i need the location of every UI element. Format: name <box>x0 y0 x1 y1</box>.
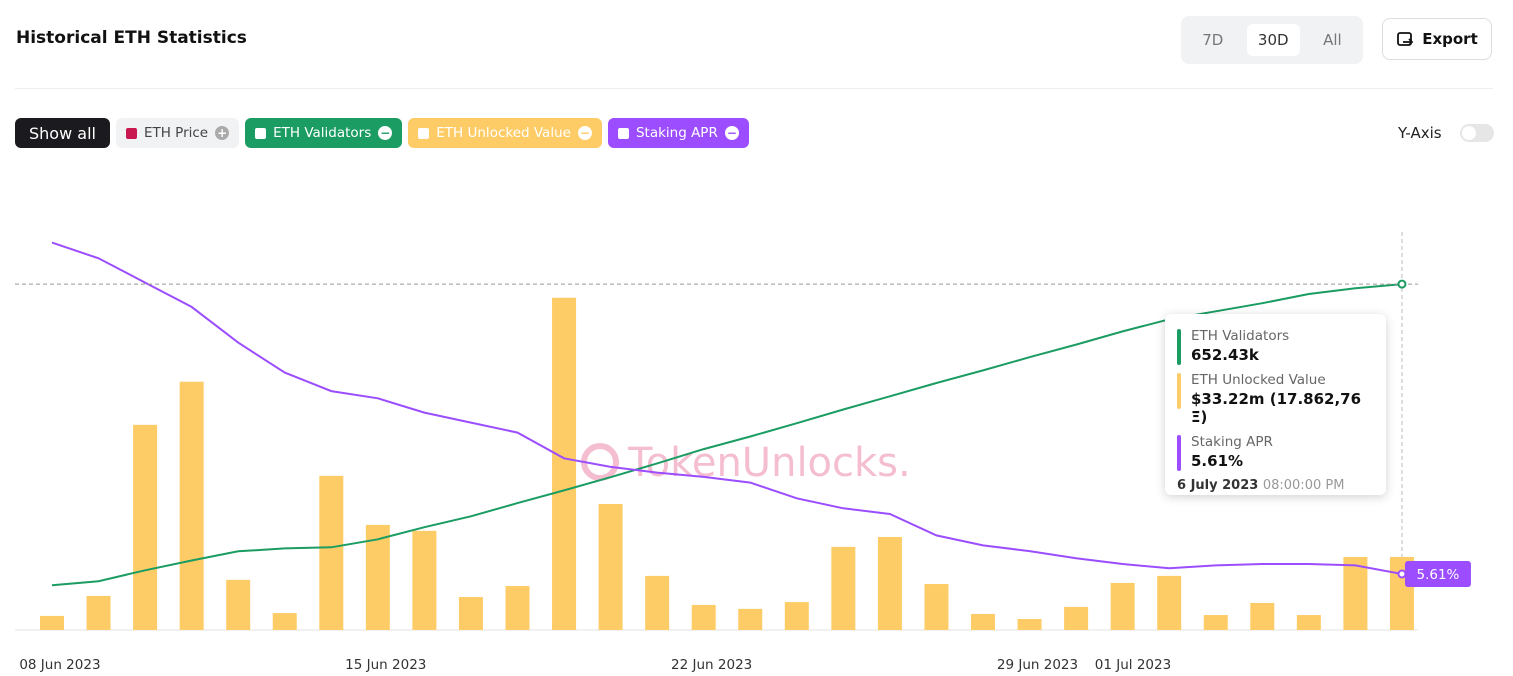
y-axis-toggle[interactable] <box>1460 124 1494 142</box>
tooltip-color <box>1177 329 1181 365</box>
bar <box>738 608 763 630</box>
bar <box>1389 556 1414 630</box>
bar <box>691 604 716 630</box>
bar <box>552 297 577 630</box>
bar <box>1017 619 1042 630</box>
show-all-button[interactable]: Show all <box>15 118 110 148</box>
bar <box>40 615 64 630</box>
tooltip-value: $33.22m (17.862,76 Ξ) <box>1191 390 1362 426</box>
x-tick-label: 08 Jun 2023 <box>19 657 100 673</box>
bar <box>831 546 856 630</box>
series-chip[interactable]: Staking APR − <box>607 118 749 148</box>
bar <box>1203 615 1228 630</box>
bar <box>226 579 251 630</box>
tooltip-label: ETH Validators <box>1191 328 1290 344</box>
chip-label: ETH Price <box>143 125 209 141</box>
chip-label: ETH Validators <box>273 125 372 141</box>
hover-point <box>1397 569 1407 579</box>
tooltip-color <box>1177 435 1181 471</box>
bar <box>877 536 902 630</box>
tooltip-date-row: 6 July 2023 08:00:00 PM <box>1177 478 1374 493</box>
bar <box>598 504 623 630</box>
chip-toggle: − <box>724 126 739 140</box>
chip-label: Staking APR <box>635 125 718 141</box>
export-label: Export <box>1422 30 1478 48</box>
y-axis-label: Y-Axis <box>1398 124 1442 142</box>
hover-point <box>1397 279 1407 289</box>
watermark: TokenUnlocks. <box>581 440 911 486</box>
series-filters: Show all ETH Price + ETH Validators − ETH … <box>15 118 749 148</box>
x-tick-label: 01 Jul 2023 <box>1095 657 1171 673</box>
bar <box>272 613 297 630</box>
tooltip-date: 6 July 2023 <box>1177 478 1259 493</box>
watermark-text: TokenUnlocks. <box>627 440 911 486</box>
watermark-icon <box>581 443 619 481</box>
tooltip-item: ETH Validators 652.43k <box>1177 328 1374 365</box>
tooltip-time: 08:00:00 PM <box>1262 478 1345 493</box>
tooltip-value: 652.43k <box>1191 346 1259 364</box>
bar <box>971 613 995 630</box>
bar <box>1110 582 1135 630</box>
bar <box>1064 606 1089 630</box>
tooltip-label: ETH Unlocked Value <box>1191 372 1326 388</box>
tooltip-item: Staking APR 5.61% <box>1177 434 1374 471</box>
bar <box>645 575 670 630</box>
chip-swatch <box>418 127 430 139</box>
eth-price-chip[interactable]: ETH Price + <box>115 118 240 148</box>
chip-toggle: + <box>215 126 230 140</box>
chip-swatch <box>125 127 137 139</box>
tooltip: ETH Validators 652.43k ETH Unlocked Value $… <box>1165 314 1386 495</box>
series-chip[interactable]: ETH Validators − <box>245 118 403 148</box>
tooltip-label: Staking APR <box>1191 434 1273 450</box>
chip-swatch <box>255 127 267 139</box>
bar <box>1343 556 1368 630</box>
bar <box>365 524 390 630</box>
bar <box>319 475 344 630</box>
export-icon <box>1397 32 1414 46</box>
end-label-box <box>1404 561 1471 587</box>
page-title: Historical ETH Statistics <box>16 28 247 48</box>
export-button[interactable]: Export <box>1382 18 1492 60</box>
bar <box>505 586 530 630</box>
x-tick-label: 22 Jun 2023 <box>671 657 752 673</box>
bar <box>133 424 158 630</box>
range-button[interactable]: All <box>1323 31 1342 49</box>
tooltip-value: 5.61% <box>1191 452 1244 470</box>
chip-label: ETH Unlocked Value <box>436 125 571 141</box>
bar <box>924 584 949 630</box>
range-button[interactable]: 7D <box>1202 31 1224 49</box>
chip-toggle: − <box>378 126 393 140</box>
separator <box>15 88 1493 89</box>
bar <box>784 602 809 630</box>
bar <box>412 530 437 630</box>
range-selector: 7D 30D All <box>1181 16 1363 64</box>
x-tick-label: 15 Jun 2023 <box>345 657 426 673</box>
tooltip-color <box>1177 373 1181 409</box>
tooltip-item: ETH Unlocked Value $33.22m (17.862,76 Ξ) <box>1177 372 1374 426</box>
series-chip[interactable]: ETH Unlocked Value − <box>408 118 602 148</box>
chip-swatch <box>617 127 629 139</box>
bar <box>1250 602 1275 630</box>
chip-toggle: − <box>577 126 592 140</box>
bar <box>179 381 204 630</box>
bar <box>458 597 483 630</box>
bar <box>1157 575 1182 630</box>
bar <box>1296 615 1321 630</box>
end-label: 5.61% <box>1417 567 1460 583</box>
range-button[interactable]: 30D <box>1246 24 1300 56</box>
bar <box>86 595 111 630</box>
x-tick-label: 29 Jun 2023 <box>997 657 1078 673</box>
